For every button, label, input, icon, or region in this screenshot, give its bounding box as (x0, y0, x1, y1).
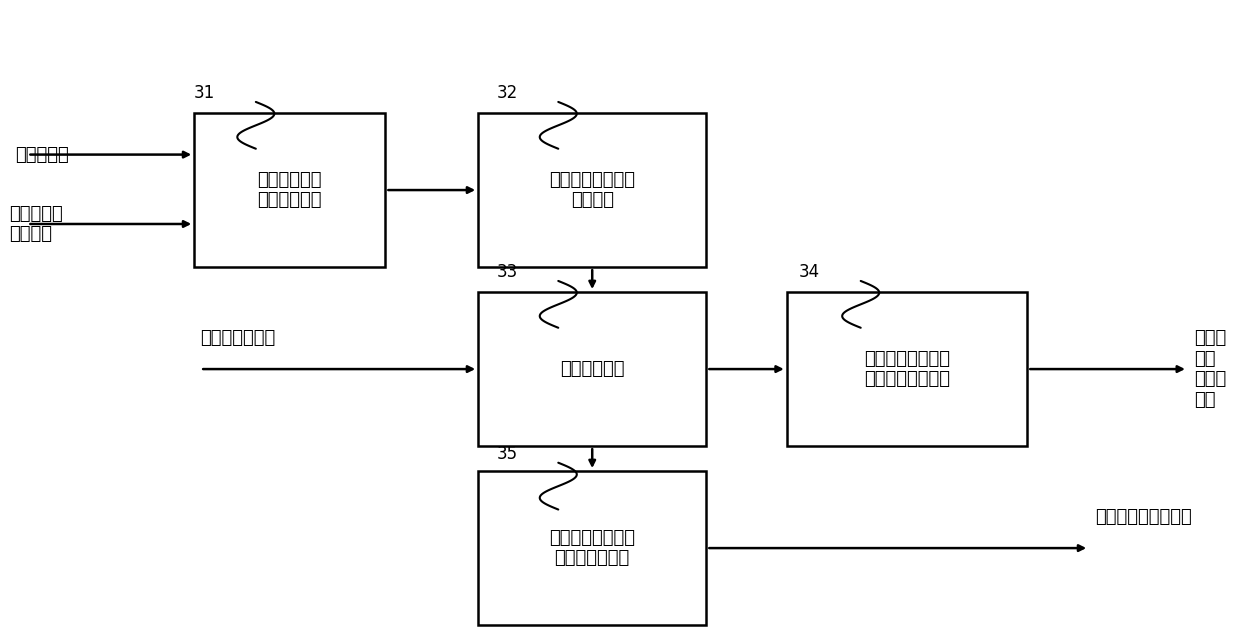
Text: 细节点
平均
相似度
分数: 细节点 平均 相似度 分数 (1194, 329, 1226, 409)
FancyBboxPatch shape (479, 113, 707, 267)
Text: 35: 35 (496, 445, 517, 463)
FancyBboxPatch shape (479, 471, 707, 625)
Text: 训练细节点相
似度计算单元: 训练细节点相 似度计算单元 (258, 171, 322, 210)
Text: 31: 31 (195, 84, 216, 102)
Text: 32: 32 (496, 84, 518, 102)
Text: 训练对准单元: 训练对准单元 (560, 360, 625, 378)
FancyBboxPatch shape (786, 292, 1028, 446)
Text: 训练对准初始点对
选取单元: 训练对准初始点对 选取单元 (549, 171, 635, 210)
FancyBboxPatch shape (195, 113, 386, 267)
Text: 细节点局部
方向描述: 细节点局部 方向描述 (9, 204, 63, 243)
Text: 34: 34 (799, 263, 820, 281)
Text: 训练方向场平均距
离分数计算单元: 训练方向场平均距 离分数计算单元 (549, 528, 635, 567)
FancyBboxPatch shape (479, 292, 707, 446)
Text: 指纹方向场图像: 指纹方向场图像 (201, 329, 275, 347)
Text: 方向场平均距离分数: 方向场平均距离分数 (1095, 508, 1192, 526)
Text: 训练细节点平均相
似度分数计算单元: 训练细节点平均相 似度分数计算单元 (864, 350, 950, 389)
Text: 细节点信息: 细节点信息 (15, 146, 69, 164)
Text: 33: 33 (496, 263, 518, 281)
